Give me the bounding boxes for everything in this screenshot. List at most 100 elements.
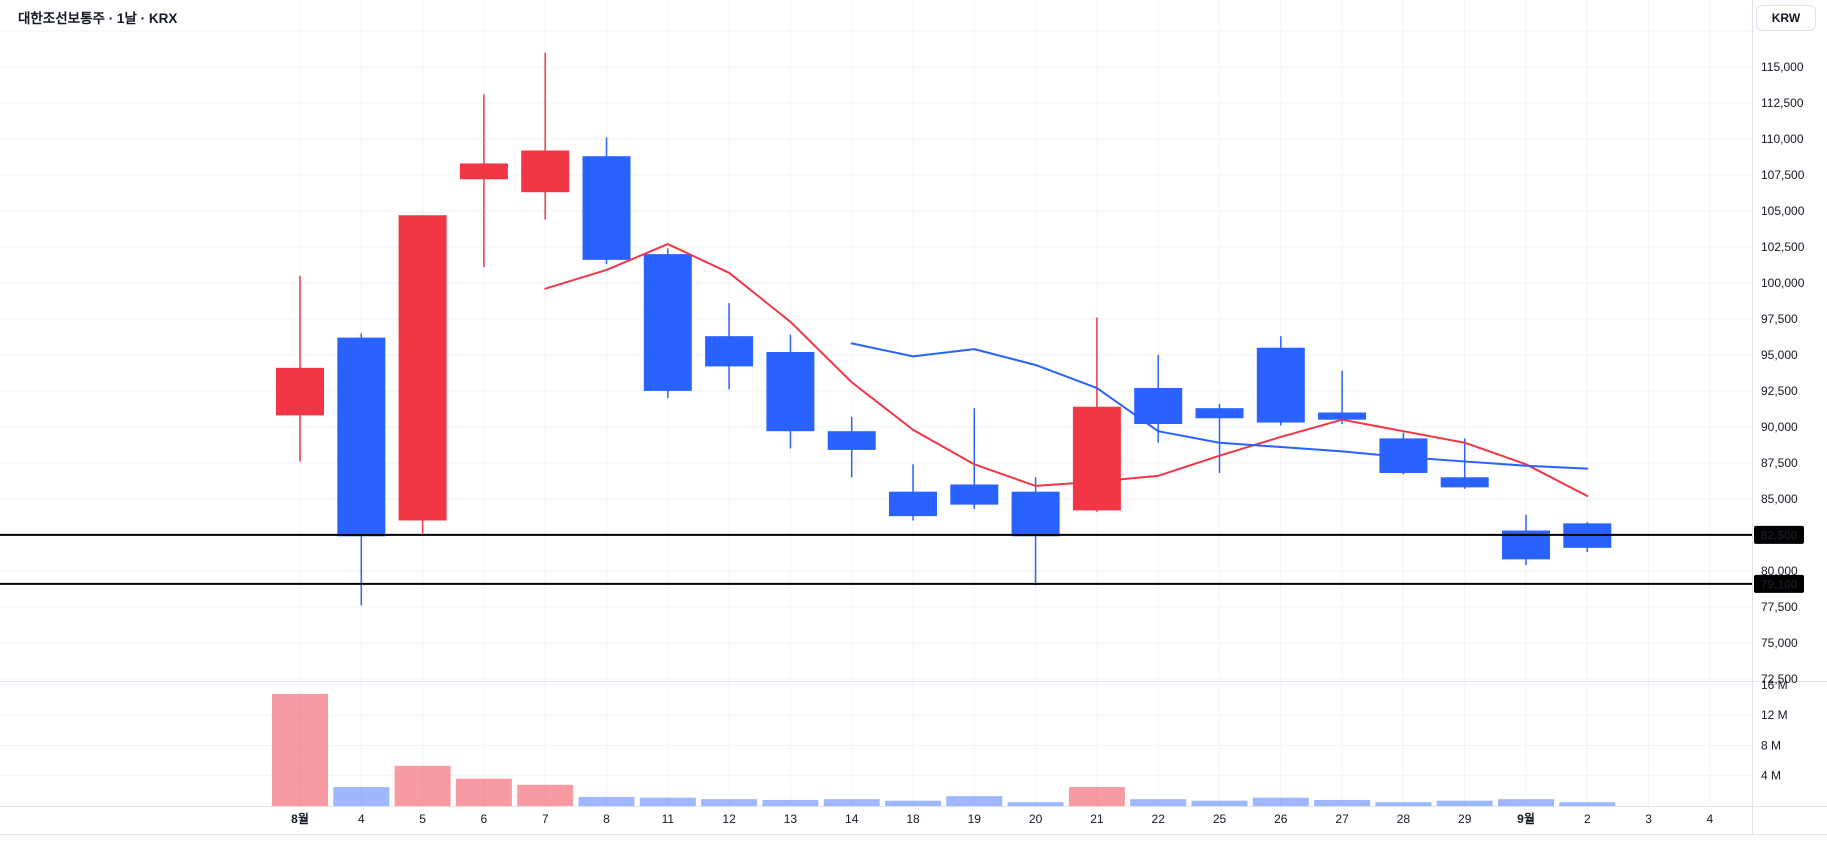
volume-bar-9월 (1498, 799, 1554, 806)
price-line-tag (1754, 574, 1804, 593)
price-axis[interactable]: 115,000 112,500 110,000 107,500 105,000 102,5… (1761, 60, 1805, 783)
time-axis-label: 4 (1707, 812, 1714, 826)
grid-layer (0, 0, 1752, 806)
time-axis-label: 13 (784, 812, 798, 826)
candle-body (950, 484, 999, 505)
candle-26 (1256, 336, 1305, 426)
time-axis-label: 8 (603, 812, 610, 826)
candle-13 (766, 334, 815, 449)
candle-body (1134, 388, 1183, 425)
volume-series (272, 693, 1616, 806)
candle-body (643, 254, 692, 391)
price-line-tag-label: 79,100 (1761, 577, 1798, 591)
candle-28 (1379, 432, 1428, 475)
candle-body (1318, 412, 1367, 420)
candle-body (889, 491, 937, 517)
volume-axis-label: 16 M (1761, 678, 1788, 692)
volume-bar-14 (823, 799, 880, 806)
volume-bar-22 (1130, 799, 1187, 806)
candle-6 (459, 94, 508, 268)
candle-body (459, 163, 508, 180)
time-axis-label: 18 (906, 812, 920, 826)
time-axis-label: 29 (1458, 812, 1472, 826)
candle-wick (544, 52, 546, 220)
candle-29 (1440, 438, 1489, 489)
candle-14 (827, 416, 876, 478)
time-axis-label: 5 (419, 812, 426, 826)
volume-bar-6 (455, 778, 512, 806)
time-axis-label: 3 (1645, 812, 1652, 826)
price-axis-label: 110,000 (1761, 132, 1804, 146)
currency-toggle-button[interactable]: KRW (1756, 5, 1816, 31)
price-axis-label: 95,000 (1761, 348, 1798, 362)
time-axis[interactable]: 8월 4 5 6 7 8 11 12 13 14 18 19 20 21 22 25 26 27 28 29 9월 2 3 4 (291, 811, 1713, 826)
candle-body (1256, 347, 1305, 423)
price-axis-label: 105,000 (1761, 204, 1805, 218)
candle-4 (337, 333, 386, 606)
candle-body (1195, 408, 1244, 419)
volume-axis-label: 12 M (1761, 708, 1788, 722)
candle-body (1011, 491, 1060, 537)
candle-body (276, 367, 324, 416)
candle-22 (1134, 354, 1183, 443)
candle-wick (1463, 438, 1466, 489)
time-axis-label: 12 (722, 812, 736, 826)
volume-bar-11 (639, 797, 696, 806)
candle-27 (1318, 370, 1367, 425)
volume-bar-18 (885, 800, 941, 806)
time-axis-label: 26 (1274, 812, 1288, 826)
price-line-82500[interactable]: 82,500 (0, 525, 1804, 544)
candle-wick (483, 94, 485, 268)
price-axis-label: 115,000 (1761, 60, 1804, 74)
ma-slow-line[interactable] (850, 342, 1589, 470)
candle-12 (705, 303, 754, 390)
price-line-79100[interactable]: 79,100 (0, 574, 1804, 593)
volume-axis-label: 4 M (1761, 769, 1781, 783)
candle-wick (1218, 403, 1221, 473)
price-axis-label: 72,500 (1761, 672, 1798, 686)
time-axis-label: 22 (1152, 812, 1166, 826)
candle-body (398, 215, 447, 521)
volume-bar-29 (1436, 800, 1493, 806)
volume-bar-8 (578, 796, 635, 806)
volume-bar-12 (701, 799, 758, 806)
candle-9월 (1502, 514, 1550, 566)
price-axis-label: 102,500 (1761, 240, 1805, 254)
symbol-legend[interactable]: 대한조선보통주 · 1날 · KRX (18, 11, 178, 26)
candle-7 (521, 52, 570, 220)
price-line-tag (1754, 525, 1804, 544)
time-axis-label: 11 (662, 812, 675, 826)
price-axis-label: 90,000 (1761, 420, 1798, 434)
volume-bar-21 (1068, 787, 1125, 806)
time-axis-label: 7 (542, 812, 549, 826)
ma-fast-line[interactable] (544, 243, 1589, 497)
volume-bar-19 (946, 796, 1003, 806)
volume-bar-20 (1007, 802, 1064, 806)
time-axis-label: 2 (1584, 812, 1591, 826)
candle-body (521, 150, 570, 193)
volume-bar-28 (1375, 802, 1432, 806)
candle-body (582, 156, 631, 260)
volume-bar-4 (333, 787, 390, 806)
time-axis-label: 21 (1090, 812, 1104, 826)
candle-21 (1072, 317, 1121, 512)
volume-bar-26 (1252, 797, 1309, 806)
volume-bar-2 (1559, 802, 1616, 806)
candle-19 (950, 408, 999, 509)
price-axis-label: 85,000 (1761, 492, 1798, 506)
candle-18 (889, 464, 937, 521)
volume-axis-label: 8 M (1761, 738, 1781, 752)
candle-body (1440, 477, 1489, 488)
price-axis-label: 77,500 (1761, 600, 1798, 614)
candle-2 (1563, 521, 1612, 553)
candle-body (337, 337, 386, 537)
price-axis-label: 87,500 (1761, 456, 1798, 470)
time-axis-label: 28 (1397, 812, 1411, 826)
time-axis-label: 14 (845, 812, 859, 826)
candle-5 (398, 215, 447, 534)
price-line-tag-label: 82,500 (1761, 528, 1798, 542)
volume-bar-8월 (272, 693, 328, 806)
candle-body (766, 352, 815, 432)
volume-bar-25 (1191, 800, 1248, 806)
